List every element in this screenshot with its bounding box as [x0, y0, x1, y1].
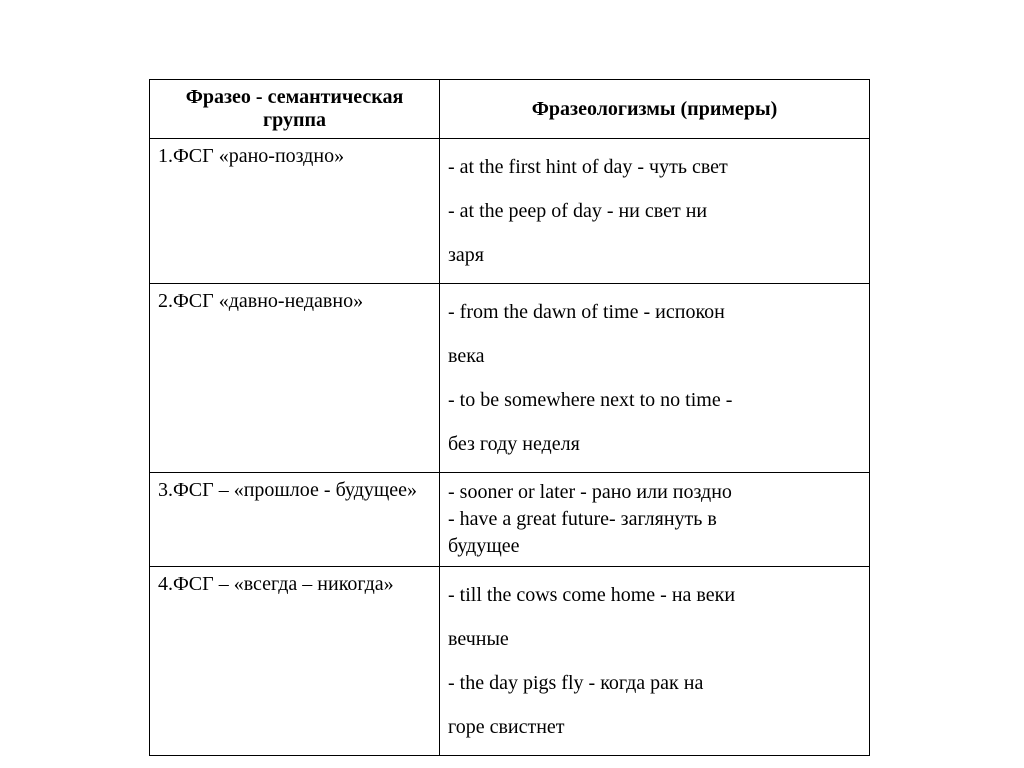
example-line: - to be somewhere next to no time - — [448, 378, 861, 422]
header-col1: Фразео - семантическая группа — [150, 80, 440, 139]
table-row: 1.ФСГ «рано-поздно» - at the first hint o… — [150, 139, 870, 284]
table-header-row: Фразео - семантическая группа Фразеологи… — [150, 80, 870, 139]
example-line: горе свистнет — [448, 705, 861, 749]
group-cell: 1.ФСГ «рано-поздно» — [150, 139, 440, 284]
group-cell: 4.ФСГ – «всегда – никогда» — [150, 567, 440, 756]
header-col2: Фразеологизмы (примеры) — [440, 80, 870, 139]
group-label: 2.ФСГ «давно-недавно» — [158, 290, 431, 313]
examples-cell: - sooner or later - рано или поздно- hav… — [440, 473, 870, 567]
example-line: - the day pigs fly - когда рак на — [448, 661, 861, 705]
example-line: без году неделя — [448, 422, 861, 466]
examples-cell: - from the dawn of time - испоконвека- t… — [440, 284, 870, 473]
table-body: 1.ФСГ «рано-поздно» - at the first hint o… — [150, 139, 870, 756]
examples-cell: - till the cows come home - на векивечны… — [440, 567, 870, 756]
semantic-groups-table: Фразео - семантическая группа Фразеологи… — [149, 79, 870, 756]
example-line: заря — [448, 233, 861, 277]
table-row: 4.ФСГ – «всегда – никогда» - till the cow… — [150, 567, 870, 756]
example-line: будущее — [448, 533, 861, 560]
example-line: - till the cows come home - на веки — [448, 573, 861, 617]
examples-cell: - at the first hint of day - чуть свет- … — [440, 139, 870, 284]
group-cell: 2.ФСГ «давно-недавно» — [150, 284, 440, 473]
table-row: 2.ФСГ «давно-недавно» - from the dawn of … — [150, 284, 870, 473]
group-label: 3.ФСГ – «прошлое - будущее» — [158, 479, 431, 502]
group-cell: 3.ФСГ – «прошлое - будущее» — [150, 473, 440, 567]
table-row: 3.ФСГ – «прошлое - будущее» - sooner or l… — [150, 473, 870, 567]
example-line: века — [448, 334, 861, 378]
example-line: - from the dawn of time - испокон — [448, 290, 861, 334]
example-line: - at the first hint of day - чуть свет — [448, 145, 861, 189]
example-line: - sooner or later - рано или поздно — [448, 479, 861, 506]
example-line: вечные — [448, 617, 861, 661]
group-label: 4.ФСГ – «всегда – никогда» — [158, 573, 431, 596]
example-line: - at the peep of day - ни свет ни — [448, 189, 861, 233]
example-line: - have a great future- заглянуть в — [448, 506, 861, 533]
group-label: 1.ФСГ «рано-поздно» — [158, 145, 431, 168]
